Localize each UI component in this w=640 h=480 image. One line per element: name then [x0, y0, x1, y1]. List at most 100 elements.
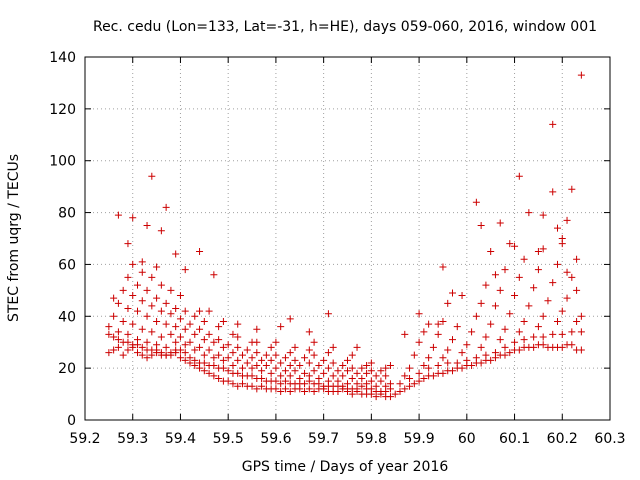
data-point: [577, 328, 585, 336]
data-point: [148, 273, 156, 281]
data-point: [134, 281, 141, 289]
data-point: [386, 362, 394, 370]
data-point: [272, 364, 280, 372]
data-point: [472, 198, 480, 206]
data-point: [119, 351, 127, 359]
axis-ticks: 59.2 59.3 59.4 59.5 59.6 59.7 59.8 59.9 60 60.1 60…: [49, 50, 625, 447]
data-point: [110, 333, 118, 341]
data-point: [434, 320, 442, 328]
y-tick-label: 40: [58, 309, 76, 325]
data-point: [181, 325, 189, 333]
data-point: [129, 260, 137, 268]
data-point: [296, 362, 304, 370]
x-tick-label: 59.3: [117, 431, 148, 447]
data-point: [210, 354, 218, 362]
data-point: [511, 242, 519, 250]
data-point: [549, 279, 557, 287]
data-point: [291, 367, 299, 375]
data-point: [401, 385, 409, 393]
data-point: [224, 341, 232, 349]
data-point: [205, 346, 213, 354]
x-tick-label: 59.7: [308, 431, 339, 447]
data-point: [272, 338, 280, 346]
y-axis-label: STEC from uqrg / TECUs: [6, 154, 22, 322]
data-point: [176, 346, 184, 354]
x-tick-label: 59.4: [165, 431, 196, 447]
data-point: [157, 349, 165, 357]
data-point: [539, 341, 547, 349]
data-point: [277, 359, 285, 367]
data-point: [410, 351, 418, 359]
data-point: [382, 364, 390, 372]
data-point: [110, 312, 118, 320]
data-point: [506, 310, 514, 318]
data-point: [439, 354, 447, 362]
data-point: [286, 349, 294, 357]
data-point: [482, 281, 490, 289]
data-point: [344, 356, 351, 364]
data-point: [134, 336, 141, 344]
data-point: [339, 372, 347, 380]
data-point: [301, 354, 309, 362]
data-point: [281, 385, 289, 393]
data-point: [258, 367, 266, 375]
data-point: [210, 372, 218, 380]
data-point: [305, 385, 313, 393]
data-point: [482, 333, 490, 341]
data-point: [453, 359, 461, 367]
data-point: [196, 307, 204, 315]
data-point: [520, 255, 528, 263]
data-point: [157, 307, 165, 315]
data-point: [272, 351, 280, 359]
gridlines: [85, 57, 610, 420]
data-point: [558, 307, 566, 315]
data-point: [444, 359, 452, 367]
data-point: [501, 351, 509, 359]
data-point: [157, 227, 165, 235]
data-point: [382, 372, 390, 380]
data-point: [219, 364, 227, 372]
data-point: [272, 377, 280, 385]
data-point: [172, 305, 180, 313]
data-point: [129, 320, 137, 328]
data-point: [310, 351, 318, 359]
data-point: [353, 369, 361, 377]
data-point: [262, 351, 270, 359]
data-point: [310, 367, 318, 375]
data-point: [110, 294, 118, 302]
data-point: [329, 372, 337, 380]
data-point: [506, 349, 514, 357]
data-point: [114, 343, 122, 351]
data-point: [549, 188, 557, 196]
data-point: [506, 240, 514, 248]
y-tick-label: 120: [49, 102, 76, 118]
data-point: [487, 356, 495, 364]
data-point: [515, 346, 523, 354]
data-point: [286, 315, 294, 323]
data-point: [305, 359, 313, 367]
data-point: [258, 375, 266, 383]
data-point: [114, 211, 122, 219]
data-point: [286, 387, 294, 395]
data-point: [377, 367, 385, 375]
data-point: [420, 375, 428, 383]
data-point: [515, 273, 523, 281]
data-point: [277, 372, 285, 380]
data-point: [382, 382, 390, 390]
data-point: [186, 320, 194, 328]
data-point: [167, 310, 175, 318]
data-point: [449, 336, 456, 344]
y-tick-label: 100: [49, 154, 76, 170]
data-point: [138, 297, 146, 305]
data-point: [577, 312, 585, 320]
data-point: [372, 382, 380, 390]
data-point: [344, 367, 351, 375]
data-point: [205, 307, 213, 315]
data-point: [286, 372, 294, 380]
data-point: [210, 271, 218, 279]
data-point: [176, 333, 184, 341]
data-point: [472, 354, 480, 362]
data-point: [215, 336, 223, 344]
data-point: [143, 338, 151, 346]
data-point: [320, 369, 328, 377]
